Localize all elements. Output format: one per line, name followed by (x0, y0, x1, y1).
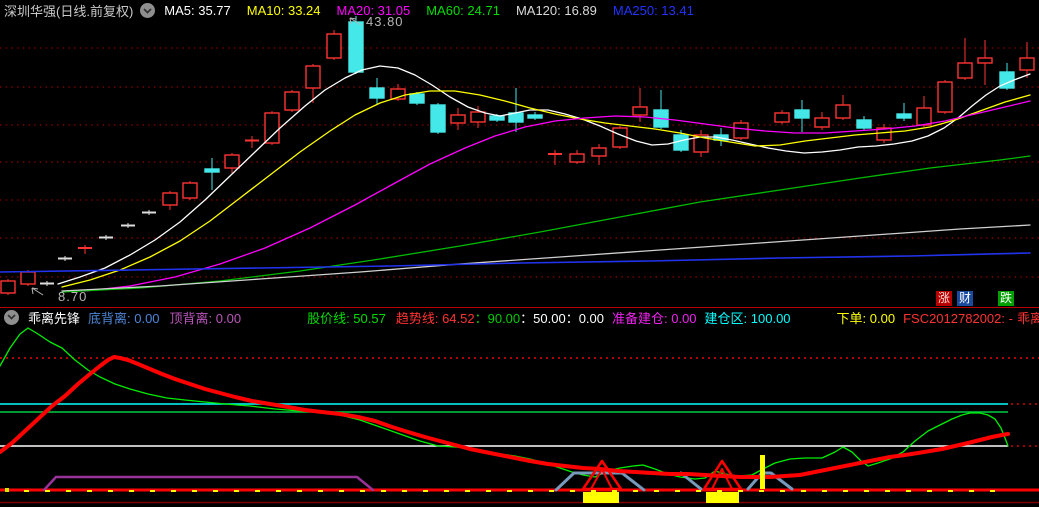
indicator-readouts: 底背离: 0.00 顶背离: 0.00 股价线: 50.57 趋势线: 64.52：9… (82, 309, 1039, 326)
chevron-down-icon[interactable] (4, 309, 19, 325)
indicator-field: ：50.00 (520, 310, 566, 326)
indicator-field: 顶背离: 0.00 (169, 310, 242, 326)
indicator-field: 乖离先锋: 0.00：0 (1016, 310, 1039, 326)
fall-button[interactable]: 跌 (998, 291, 1014, 306)
indicator-field: 趋势线: 64.52 (395, 310, 475, 326)
indicator-field: ：0.00 (565, 310, 605, 326)
indicator-field: 底背离: 0.00 (88, 310, 160, 326)
indicator-field: FSC2012782002: - (903, 310, 1013, 326)
stock-title: 深圳华强(日线.前复权) (4, 4, 134, 19)
chevron-down-icon[interactable] (140, 3, 156, 18)
ma-readouts: MA5: 35.77 MA10: 33.24 MA20: 31.05 MA60: 24… (164, 3, 710, 18)
indicator-field: 准备建仓: 0.00 (612, 310, 697, 326)
ma-readout: MA5: 35.77 (164, 3, 231, 18)
indicator-field: ：90.00 (474, 310, 521, 326)
price-label: 8.70 (58, 289, 88, 304)
main-chart-header: 深圳华强(日线.前复权) MA5: 35.77 MA10: 33.24 MA20: … (4, 2, 1039, 19)
rise-button[interactable]: 涨 (936, 291, 952, 306)
price-label: 43.80 (366, 14, 404, 29)
ma-readout: MA250: 13.41 (612, 3, 694, 18)
indicator-field: 建仓区: 100.00 (704, 310, 791, 326)
indicator-field: 股价线: 50.57 (307, 310, 386, 326)
indicator-field: 下单: 0.00 (836, 310, 896, 326)
ma-readout: MA20: 31.05 (336, 3, 411, 18)
ma-readout: MA60: 24.71 (426, 3, 500, 18)
market-buttons: 涨财 跌 (936, 291, 1014, 306)
indicator-name: 乖离先锋 (28, 310, 81, 326)
ma-readout: MA10: 33.24 (246, 3, 321, 18)
indicator-header: 乖离先锋 底背离: 0.00 顶背离: 0.00 股价线: 50.57 趋势线: 64… (4, 309, 1039, 325)
wealth-button[interactable]: 财 (957, 291, 973, 306)
ma-readout: MA120: 16.89 (515, 3, 597, 18)
